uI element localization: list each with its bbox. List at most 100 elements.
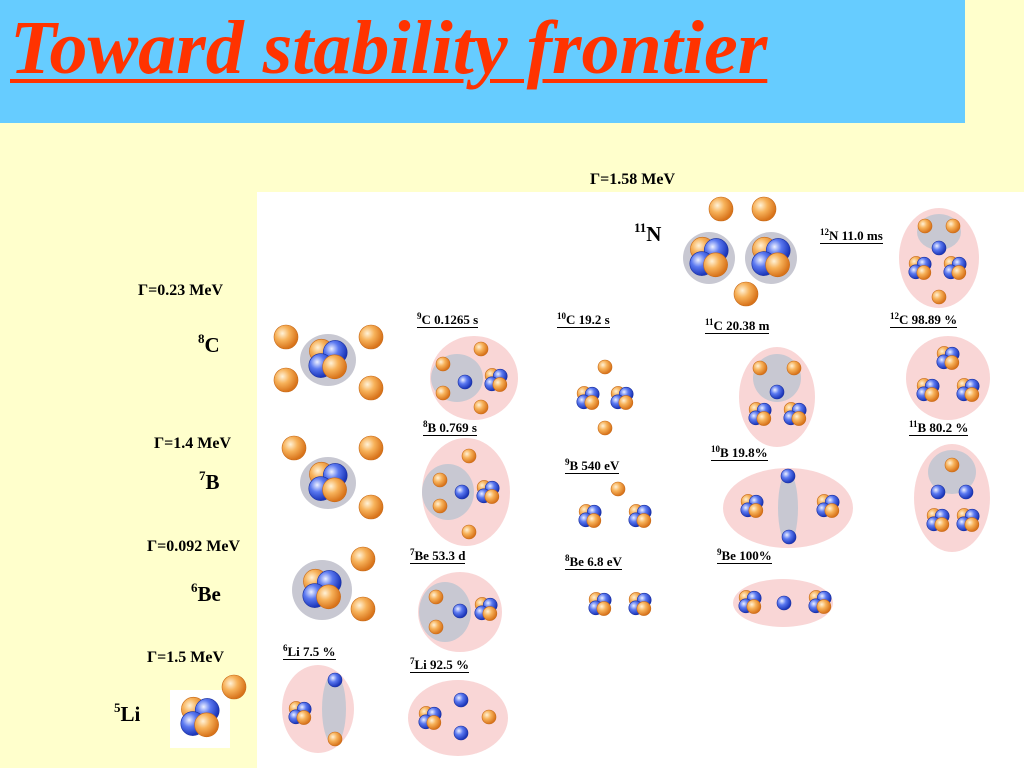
proton — [951, 265, 967, 280]
state-label-9B: 9B 540 eV — [565, 457, 620, 475]
proton — [746, 599, 762, 614]
neutron — [452, 603, 468, 619]
proton — [934, 517, 950, 532]
proton — [327, 731, 343, 747]
neutron — [930, 484, 946, 500]
proton — [316, 584, 341, 610]
proton — [751, 196, 777, 222]
proton — [586, 513, 602, 528]
nucleus-label-11N: 11N — [634, 220, 662, 246]
proton — [964, 517, 980, 532]
slide-title: Toward stability frontier — [10, 6, 768, 90]
proton — [597, 359, 613, 375]
proton — [733, 281, 759, 307]
proton — [636, 601, 652, 616]
proton — [432, 472, 448, 488]
proton — [618, 395, 634, 410]
proton — [358, 324, 384, 350]
proton — [944, 355, 960, 370]
proton — [765, 252, 790, 278]
cluster-halo — [778, 472, 798, 544]
neutron — [457, 374, 473, 390]
width-label-5Li: Γ=1.5 MeV — [147, 649, 225, 666]
proton — [273, 324, 299, 350]
proton — [931, 289, 947, 305]
proton — [917, 218, 933, 234]
proton — [816, 599, 832, 614]
proton — [791, 411, 807, 426]
neutron — [776, 595, 792, 611]
state-label-9Be: 9Be 100% — [717, 547, 772, 565]
proton — [350, 596, 376, 622]
state-label-7Be: 7Be 53.3 d — [410, 547, 466, 565]
neutron — [769, 384, 785, 400]
nucleus-label-8C: 8C — [198, 331, 220, 357]
neutron — [781, 529, 797, 545]
width-label-11N: Γ=1.58 MeV — [590, 171, 676, 188]
proton — [964, 387, 980, 402]
proton — [435, 356, 451, 372]
proton — [350, 546, 376, 572]
proton — [748, 503, 764, 518]
proton — [461, 448, 477, 464]
proton — [435, 385, 451, 401]
proton — [426, 715, 442, 730]
neutron — [780, 468, 796, 484]
proton — [703, 252, 728, 278]
proton — [322, 354, 347, 380]
proton — [584, 395, 600, 410]
state-label-10B: 10B 19.8% — [711, 444, 768, 462]
proton — [944, 457, 960, 473]
state-label-12C: 12C 98.89 % — [890, 311, 958, 329]
proton — [756, 411, 772, 426]
neutron — [453, 725, 469, 741]
state-label-10C: 10C 19.2 s — [557, 311, 610, 329]
proton — [358, 435, 384, 461]
state-label-11B: 11B 80.2 % — [909, 419, 969, 437]
neutron — [327, 672, 343, 688]
neutron — [453, 692, 469, 708]
proton — [481, 709, 497, 725]
proton — [473, 399, 489, 415]
nucleus-envelope — [408, 680, 508, 756]
proton — [322, 477, 347, 503]
proton — [428, 589, 444, 605]
proton — [473, 341, 489, 357]
proton — [945, 218, 961, 234]
proton — [484, 489, 500, 504]
proton — [296, 710, 312, 725]
proton — [432, 498, 448, 514]
proton — [281, 435, 307, 461]
proton — [482, 606, 498, 621]
proton — [786, 360, 802, 376]
proton — [824, 503, 840, 518]
state-label-6Li: 6Li 7.5 % — [283, 643, 336, 661]
state-label-7Li: 7Li 92.5 % — [410, 656, 470, 674]
proton — [461, 524, 477, 540]
nucleus-label-5Li: 5Li — [114, 700, 141, 726]
neutron — [931, 240, 947, 256]
state-label-11C: 11C 20.38 m — [705, 317, 770, 335]
state-label-12N: 12N 11.0 ms — [820, 227, 883, 245]
proton — [610, 481, 626, 497]
proton — [492, 377, 508, 392]
state-label-8Be: 8Be 6.8 eV — [565, 553, 622, 571]
title-banner: Toward stability frontier — [0, 0, 965, 123]
width-label-7B: Γ=1.4 MeV — [154, 435, 232, 452]
nucleus-label-7B: 7B — [199, 468, 220, 494]
proton — [708, 196, 734, 222]
proton — [194, 712, 219, 738]
proton — [752, 360, 768, 376]
nucleus-label-6Be: 6Be — [191, 580, 221, 606]
proton — [358, 375, 384, 401]
proton — [428, 619, 444, 635]
proton — [273, 367, 299, 393]
proton — [597, 420, 613, 436]
width-label-8C: Γ=0.23 MeV — [138, 282, 224, 299]
neutron — [454, 484, 470, 500]
state-label-8B: 8B 0.769 s — [423, 419, 477, 437]
neutron — [958, 484, 974, 500]
proton — [596, 601, 612, 616]
proton — [636, 513, 652, 528]
